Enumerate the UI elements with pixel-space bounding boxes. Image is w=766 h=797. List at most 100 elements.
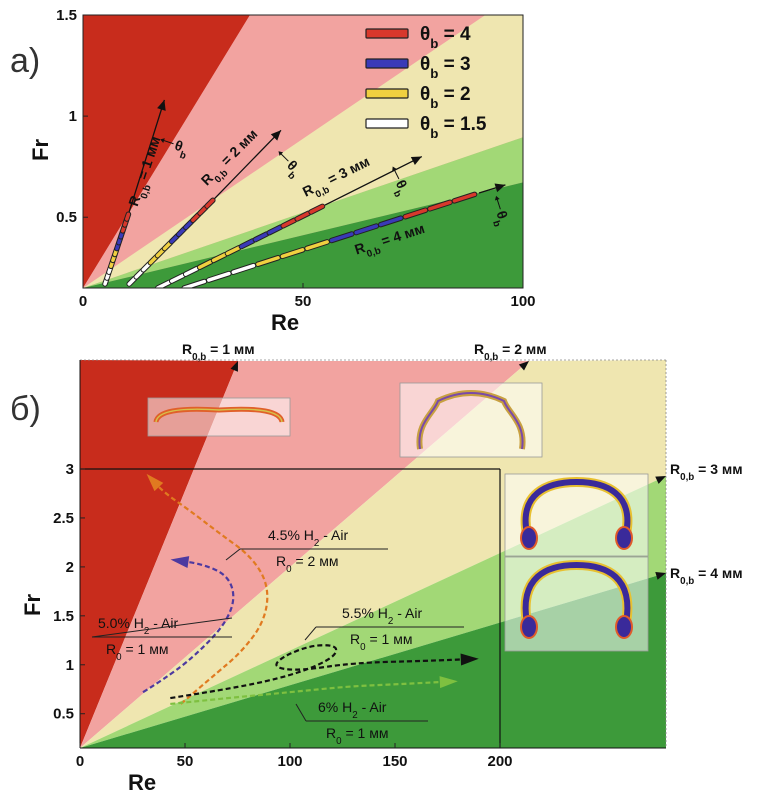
panel-a-arrows bbox=[128, 99, 506, 214]
series-1-arrow-line bbox=[128, 99, 166, 214]
series-2-seg bbox=[134, 269, 144, 279]
series-3-arrow-head bbox=[410, 156, 422, 166]
series-2-seg bbox=[155, 248, 166, 258]
annotation-line2-prefix: R bbox=[276, 553, 286, 569]
series-2-seg bbox=[205, 198, 215, 208]
series-3-seg bbox=[295, 211, 311, 221]
annotation-line1: 5.5% H2 - Air bbox=[342, 605, 422, 627]
x-tick-label: 0 bbox=[79, 293, 87, 310]
inset-shape bbox=[522, 478, 631, 535]
series-2-annotation: 4.5% H2 - Air R0 = 2 мм bbox=[225, 527, 388, 575]
inset-vortex-right bbox=[615, 526, 633, 550]
boundary-1-arrow-head bbox=[230, 361, 238, 372]
annotation-line1-sub: 2 bbox=[352, 710, 357, 721]
inset-vortex-left bbox=[520, 526, 538, 550]
series-1-arrow-head bbox=[170, 556, 190, 568]
legend-swatch bbox=[365, 28, 409, 39]
annotation-line1-sub: 2 bbox=[144, 626, 149, 637]
annotation-line1-suffix: - Air bbox=[393, 605, 422, 621]
annotation-line2-sub: 0 bbox=[360, 642, 366, 653]
series-3-seg bbox=[197, 259, 213, 270]
legend-label-suffix: = 2 bbox=[438, 84, 470, 105]
annotation-line2: R0 = 1 мм bbox=[106, 641, 168, 663]
boundary-1-label-prefix: R bbox=[182, 341, 192, 357]
series-3-seg bbox=[169, 273, 185, 283]
annotation-line1-suffix: - Air bbox=[319, 527, 348, 543]
annotation-line2-sub: 0 bbox=[286, 564, 292, 575]
inset-2 bbox=[399, 382, 543, 458]
legend-label-prefix: θ bbox=[420, 84, 430, 105]
annotation-line2: R0 = 1 мм bbox=[350, 631, 412, 653]
series-2-seg bbox=[162, 241, 173, 251]
legend-label: θb = 4 bbox=[420, 24, 471, 51]
series-4-seg bbox=[354, 224, 379, 235]
x-tick-label: 150 bbox=[382, 753, 407, 770]
series-2-seg bbox=[184, 219, 194, 230]
boundary-3-label-suffix: = 3 мм bbox=[694, 461, 742, 477]
y-tick-label: 3 bbox=[66, 461, 74, 478]
legend-label: θb = 1.5 bbox=[420, 114, 487, 141]
legend-label-prefix: θ bbox=[420, 114, 430, 135]
panel-a-series bbox=[102, 191, 478, 288]
theta-arrow-shaft bbox=[161, 139, 174, 145]
series-4-seg bbox=[182, 279, 207, 288]
legend-label-suffix: = 3 bbox=[438, 54, 470, 75]
legend-label: θb = 2 bbox=[420, 84, 471, 111]
legend-label-suffix: = 1.5 bbox=[438, 114, 486, 135]
series-3-seg bbox=[211, 252, 227, 263]
boundary-4-label: R0,b = 4 мм bbox=[670, 565, 743, 587]
series-2-seg bbox=[148, 255, 158, 265]
legend-label-prefix: θ bbox=[420, 54, 430, 75]
boundary-1-label: R0,b = 1 мм bbox=[182, 341, 255, 363]
series-4-seg bbox=[280, 248, 305, 259]
series-1-theta-marker: θb bbox=[160, 137, 187, 162]
panel-a-label: а) bbox=[10, 42, 40, 80]
panel-b-ylabel: Fr bbox=[20, 594, 45, 616]
panel-a-ylabel: Fr bbox=[28, 139, 53, 161]
x-tick-label: 50 bbox=[295, 293, 312, 310]
series-3-seg bbox=[253, 232, 269, 242]
legend-swatch bbox=[365, 88, 409, 99]
inset-vortex-right bbox=[615, 615, 633, 639]
panel-a-xlabel: Re bbox=[271, 310, 299, 335]
boundary-2-arrow-head bbox=[518, 361, 529, 371]
x-tick-label: 100 bbox=[277, 753, 302, 770]
panel-b-label: б) bbox=[10, 390, 41, 428]
series-4-seg bbox=[452, 192, 477, 203]
series-4-arrow-head bbox=[439, 676, 458, 689]
theta-label-sub: b bbox=[391, 189, 404, 199]
theta-arrow-head bbox=[494, 195, 500, 201]
annotation-line1-prefix: 4.5% H bbox=[268, 527, 314, 543]
series-3-seg bbox=[267, 225, 283, 235]
series-4-label-sub: 0,b bbox=[365, 245, 382, 260]
inset-3 bbox=[504, 473, 649, 557]
legend-label-sub: b bbox=[430, 96, 438, 111]
series-1-label-sub: 0,b bbox=[138, 183, 153, 200]
legend-label-prefix: θ bbox=[420, 24, 430, 45]
annotation-leader bbox=[225, 548, 241, 561]
x-tick-label: 0 bbox=[76, 753, 84, 770]
theta-label-sub: b bbox=[490, 219, 502, 228]
series-2-seg bbox=[191, 212, 201, 223]
x-tick-label: 200 bbox=[487, 753, 512, 770]
series-2-arrow-line bbox=[213, 129, 282, 200]
boundary-3-label-prefix: R bbox=[670, 461, 680, 477]
y-tick-label: 1 bbox=[69, 108, 77, 125]
inset-shape-core bbox=[418, 392, 524, 450]
panel-b-frame bbox=[79, 360, 666, 749]
annotation-line2-suffix: = 1 мм bbox=[342, 725, 389, 741]
annotation-line2-prefix: R bbox=[350, 631, 360, 647]
series-2-seg bbox=[176, 226, 187, 237]
annotation-line2: R0 = 2 мм bbox=[276, 553, 338, 575]
inset-1 bbox=[147, 397, 291, 437]
series-4-seg bbox=[207, 271, 231, 282]
series-4-seg bbox=[256, 255, 280, 266]
boundary-4-arrow-head bbox=[655, 572, 666, 580]
series-4-seg bbox=[378, 216, 403, 227]
series-2-path bbox=[148, 476, 269, 705]
legend-swatch bbox=[365, 118, 409, 129]
